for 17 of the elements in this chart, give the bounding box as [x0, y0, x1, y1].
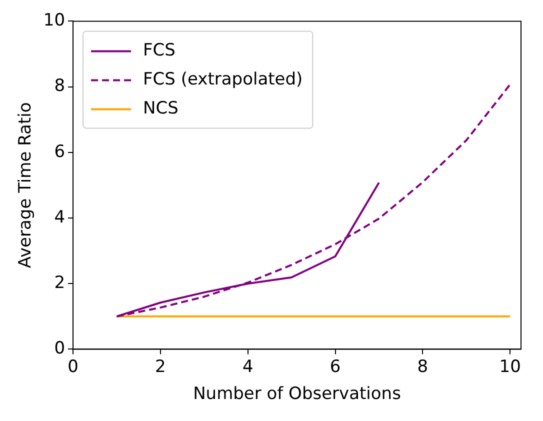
x-tick-label: 10: [499, 356, 521, 377]
x-tick-label: 0: [68, 356, 78, 377]
y-tick-label: 2: [54, 273, 66, 294]
y-tick-label: 0: [54, 338, 66, 359]
y-axis-title: Average Time Ratio: [16, 102, 36, 268]
x-tick-label: 2: [155, 356, 166, 377]
y-tick-label: 10: [43, 10, 66, 31]
x-tick-label: 8: [417, 356, 428, 377]
legend-label: FCS: [143, 40, 176, 61]
y-tick-label: 8: [54, 76, 66, 96]
legend-label: NCS: [143, 98, 178, 119]
legend-label: FCS (extrapolated): [143, 70, 303, 90]
x-axis-title: Number of Observations: [193, 384, 402, 404]
x-tick-label: 4: [242, 356, 254, 377]
y-tick-label: 4: [54, 207, 66, 228]
x-tick-label: 6: [330, 356, 341, 377]
y-tick-label: 6: [54, 142, 66, 162]
